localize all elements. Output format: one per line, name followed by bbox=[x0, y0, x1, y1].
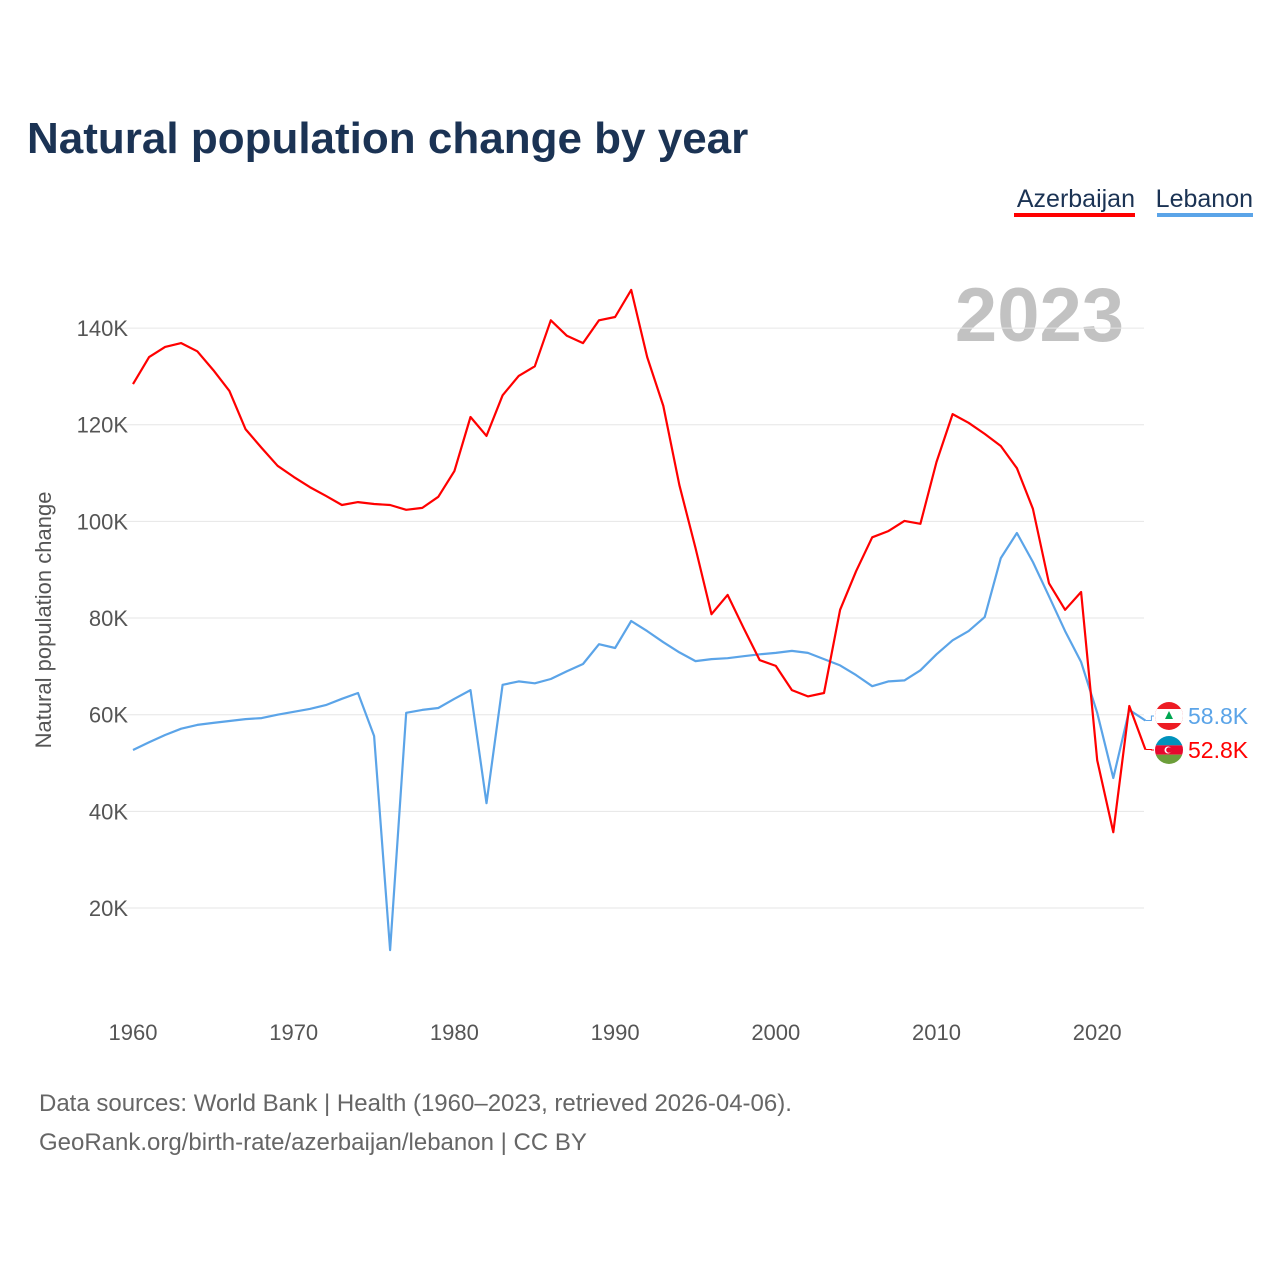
x-tick-label: 1990 bbox=[591, 1020, 640, 1045]
y-tick-label: 60K bbox=[89, 703, 128, 728]
footer-link[interactable]: GeoRank.org/birth-rate/azerbaijan/lebano… bbox=[39, 1129, 587, 1156]
y-axis-label: Natural population change bbox=[31, 492, 56, 749]
x-ticks: 1960 1970 1980 1990 2000 2010 2020 bbox=[109, 1020, 1122, 1045]
year-label: 2023 bbox=[955, 273, 1124, 358]
series-lines bbox=[132, 288, 1147, 952]
x-tick-label: 2020 bbox=[1073, 1020, 1122, 1045]
chart-title: Natural population change by year bbox=[27, 114, 748, 163]
x-tick-label: 1960 bbox=[109, 1020, 158, 1045]
x-tick-label: 2010 bbox=[912, 1020, 961, 1045]
y-tick-label: 40K bbox=[89, 799, 128, 824]
legend-lebanon[interactable]: Lebanon bbox=[1156, 185, 1253, 213]
y-ticks: 20K 40K 60K 80K 100K 120K 140K bbox=[77, 316, 129, 921]
end-labels: 58.8K 52.8K bbox=[1145, 702, 1249, 764]
y-tick-label: 100K bbox=[77, 509, 129, 534]
y-tick-label: 140K bbox=[77, 316, 129, 341]
series-line-azerbaijan bbox=[132, 288, 1147, 834]
footer-sources: Data sources: World Bank | Health (1960–… bbox=[39, 1090, 792, 1117]
x-tick-label: 1980 bbox=[430, 1020, 479, 1045]
lebanon-flag-icon bbox=[1155, 702, 1183, 730]
end-value-azerbaijan: 52.8K bbox=[1188, 737, 1249, 763]
series-line-lebanon bbox=[132, 531, 1147, 952]
end-value-lebanon: 58.8K bbox=[1188, 703, 1249, 729]
x-tick-label: 2000 bbox=[751, 1020, 800, 1045]
legend: Azerbaijan Lebanon bbox=[1014, 185, 1253, 217]
legend-azerbaijan[interactable]: Azerbaijan bbox=[1017, 185, 1135, 213]
legend-lebanon-swatch bbox=[1157, 213, 1253, 217]
y-tick-label: 20K bbox=[89, 896, 128, 921]
legend-azerbaijan-swatch bbox=[1014, 213, 1135, 217]
y-tick-label: 120K bbox=[77, 413, 129, 438]
x-tick-label: 1970 bbox=[269, 1020, 318, 1045]
grid bbox=[120, 327, 1144, 909]
end-connector bbox=[1145, 715, 1154, 722]
y-tick-label: 80K bbox=[89, 606, 128, 631]
azerbaijan-flag-icon bbox=[1155, 736, 1183, 764]
